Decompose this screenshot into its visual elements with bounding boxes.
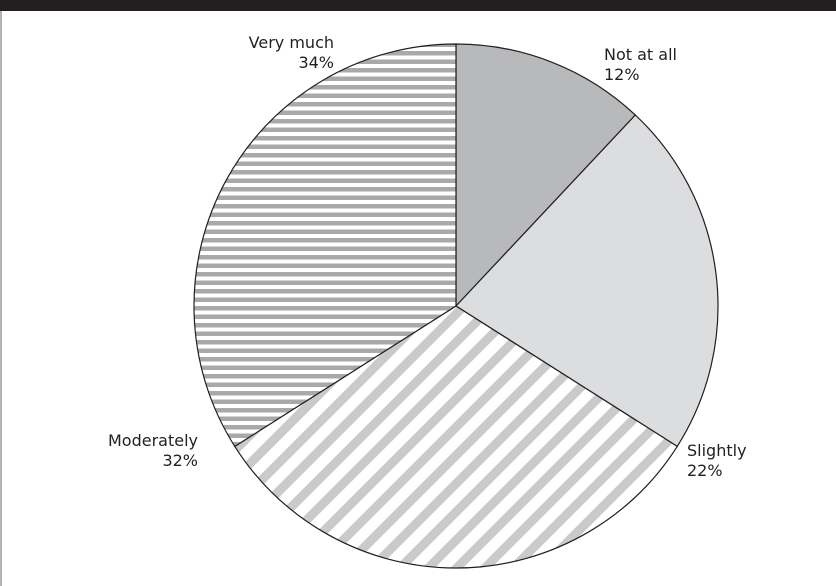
top-border: [0, 0, 836, 11]
slice-label-name: Moderately: [108, 431, 198, 450]
pie-slice-not-at-all: [455, 43, 637, 308]
slice-label-name: Not at all: [604, 45, 677, 64]
pie-slice-slightly: [455, 114, 719, 448]
left-border: [0, 11, 2, 586]
slice-label-percent: 32%: [162, 451, 198, 470]
slice-label-percent: 34%: [298, 53, 334, 72]
pie-slice-moderately: [233, 305, 679, 569]
slice-label-percent: 12%: [604, 65, 640, 84]
slice-label-name: Very much: [249, 33, 334, 52]
slice-label-name: Slightly: [687, 441, 747, 460]
slice-label-percent: 22%: [687, 461, 723, 480]
pie-slice-very-much: [193, 43, 457, 448]
